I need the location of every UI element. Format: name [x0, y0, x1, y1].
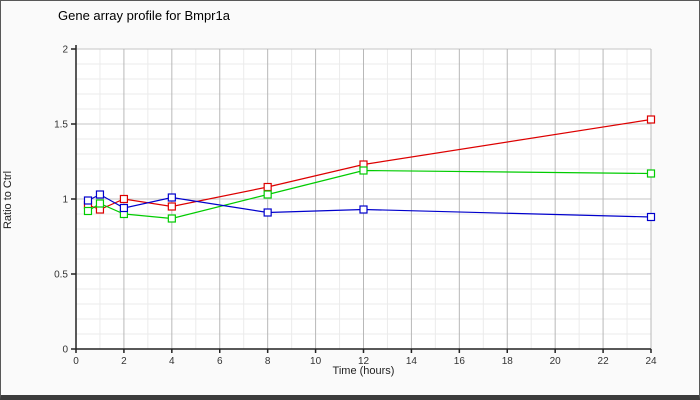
y-tick-labels: 0 0.5 1 1.5 2 [54, 45, 68, 356]
blue-series-marker [359, 205, 368, 214]
svg-text:22: 22 [598, 356, 610, 367]
blue-series-marker [83, 196, 93, 205]
blue-series-marker [263, 208, 272, 217]
svg-text:0: 0 [73, 356, 79, 367]
blue-series-marker [167, 193, 176, 202]
svg-text:2: 2 [121, 356, 127, 367]
red-series-marker [119, 194, 129, 204]
green-series-marker [83, 206, 93, 216]
y-axis-label: Ratio to Ctrl [2, 170, 14, 230]
svg-text:20: 20 [550, 356, 562, 367]
svg-text:4: 4 [169, 356, 175, 367]
svg-text:6: 6 [217, 356, 223, 367]
svg-text:8: 8 [265, 356, 271, 367]
svg-text:0: 0 [62, 345, 68, 356]
green-series-line [83, 166, 656, 223]
blue-series-marker [646, 212, 656, 222]
chart-title: Gene array profile for Bmpr1a [58, 8, 230, 23]
red-series-marker [167, 202, 176, 211]
major-vertical-gridlines [123, 49, 652, 349]
blue-series-marker [119, 203, 129, 213]
svg-text:2: 2 [62, 45, 68, 56]
svg-text:1: 1 [62, 195, 68, 206]
green-series-marker [167, 214, 176, 223]
red-series-line [83, 115, 656, 214]
x-axis-label: Time (hours) [332, 365, 395, 377]
green-series-marker [95, 199, 105, 208]
green-series-marker [646, 169, 656, 178]
svg-text:1.5: 1.5 [54, 120, 68, 131]
svg-text:12: 12 [358, 356, 370, 367]
red-series-marker [263, 182, 272, 192]
svg-text:0.5: 0.5 [54, 270, 68, 281]
blue-series-line [83, 190, 656, 222]
axes [71, 45, 652, 353]
svg-text:10: 10 [310, 356, 322, 367]
svg-text:16: 16 [454, 356, 466, 367]
green-series-marker [359, 166, 368, 175]
blue-series-marker [95, 190, 105, 199]
green-series-marker [263, 190, 272, 199]
svg-text:18: 18 [502, 356, 514, 367]
svg-text:14: 14 [406, 356, 418, 367]
svg-text:24: 24 [645, 356, 657, 367]
x-tick-labels: 0 2 4 6 8 10 12 14 16 18 20 22 24 [73, 356, 657, 367]
red-series-marker [646, 115, 656, 124]
